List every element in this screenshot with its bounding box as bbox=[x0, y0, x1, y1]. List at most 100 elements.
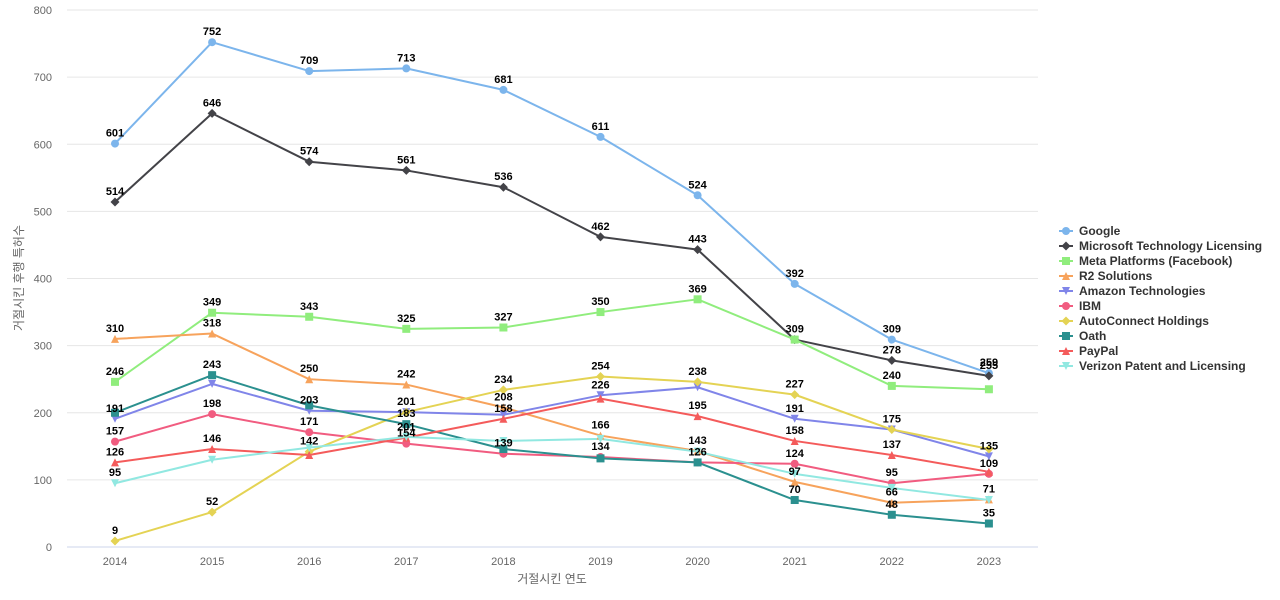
data-label: 142 bbox=[300, 436, 318, 448]
data-point-verizon-patent-and-licensing bbox=[111, 479, 119, 488]
data-point-amazon-technologies bbox=[693, 383, 702, 392]
data-point-oath bbox=[693, 458, 702, 467]
data-point-verizon-patent-and-licensing bbox=[596, 434, 605, 443]
data-label: 227 bbox=[786, 379, 804, 391]
data-label: 134 bbox=[591, 441, 610, 453]
legend-item-oath[interactable]: Oath bbox=[1059, 329, 1106, 343]
data-point-paypal bbox=[499, 414, 508, 423]
data-point-meta-platforms-facebook bbox=[305, 312, 314, 321]
data-label: 195 bbox=[688, 400, 706, 412]
data-point-microsoft-technology-licensing bbox=[984, 371, 994, 381]
data-label: 183 bbox=[397, 408, 415, 420]
data-label: 126 bbox=[688, 446, 706, 458]
legend-marker bbox=[1062, 227, 1070, 235]
legend-label: PayPal bbox=[1079, 344, 1118, 358]
legend-marker bbox=[1061, 316, 1071, 326]
data-point-verizon-patent-and-licensing bbox=[693, 447, 702, 456]
legend-item-autoconnect-holdings[interactable]: AutoConnect Holdings bbox=[1059, 314, 1209, 328]
data-point-autoconnect-holdings bbox=[887, 425, 897, 435]
data-label: 254 bbox=[591, 361, 610, 373]
data-label: 349 bbox=[203, 297, 221, 309]
data-point-oath bbox=[984, 519, 993, 528]
data-point-google bbox=[887, 335, 896, 344]
legend-marker bbox=[1062, 287, 1070, 295]
data-label: 109 bbox=[980, 458, 998, 470]
data-label: 752 bbox=[203, 26, 221, 38]
series-line-paypal bbox=[114, 397, 990, 473]
data-point-paypal bbox=[596, 394, 605, 403]
legend-label: Oath bbox=[1079, 329, 1106, 343]
series-markers bbox=[110, 38, 994, 546]
data-label: 191 bbox=[786, 403, 804, 415]
data-label: 234 bbox=[494, 374, 513, 386]
series-line-autoconnect-holdings bbox=[114, 375, 990, 542]
data-label: 70 bbox=[789, 484, 801, 496]
x-tick-label: 2020 bbox=[685, 556, 709, 568]
data-point-paypal bbox=[693, 412, 702, 421]
series-line-oath bbox=[114, 374, 990, 525]
legend-label: AutoConnect Holdings bbox=[1079, 314, 1209, 328]
series-line-verizon-patent-and-licensing bbox=[114, 435, 990, 502]
data-point-meta-platforms-facebook bbox=[208, 308, 217, 317]
data-point-oath bbox=[208, 371, 217, 380]
data-label: 309 bbox=[786, 324, 804, 336]
data-label: 369 bbox=[688, 283, 706, 295]
data-label: 325 bbox=[397, 313, 415, 325]
legend-marker bbox=[1062, 257, 1070, 265]
data-label: 71 bbox=[983, 483, 995, 495]
data-label: 9 bbox=[112, 525, 118, 537]
data-label: 601 bbox=[106, 128, 124, 140]
data-label: 318 bbox=[203, 318, 221, 330]
y-tick-label: 600 bbox=[34, 139, 52, 151]
series-lines bbox=[114, 41, 990, 542]
legend-item-microsoft-technology-licensing[interactable]: Microsoft Technology Licensing bbox=[1059, 239, 1262, 253]
legend-item-paypal[interactable]: PayPal bbox=[1059, 344, 1118, 358]
series-line-google bbox=[114, 41, 990, 375]
x-tick-label: 2018 bbox=[491, 556, 515, 568]
legend-label: R2 Solutions bbox=[1079, 269, 1153, 283]
data-point-oath bbox=[305, 401, 314, 410]
data-point-autoconnect-holdings bbox=[207, 507, 217, 517]
legend-item-amazon-technologies[interactable]: Amazon Technologies bbox=[1059, 284, 1206, 298]
x-tick-label: 2016 bbox=[297, 556, 321, 568]
data-label: 246 bbox=[106, 366, 124, 378]
data-point-verizon-patent-and-licensing bbox=[305, 443, 314, 452]
data-point-r2-solutions bbox=[499, 403, 508, 412]
legend-item-meta-platforms-facebook[interactable]: Meta Platforms (Facebook) bbox=[1059, 254, 1232, 268]
data-label: 524 bbox=[688, 179, 707, 191]
legend-marker bbox=[1062, 332, 1070, 340]
data-point-google bbox=[402, 64, 411, 73]
y-tick-label: 300 bbox=[34, 341, 52, 353]
legend-item-r2-solutions[interactable]: R2 Solutions bbox=[1059, 269, 1153, 283]
data-label: 238 bbox=[688, 366, 706, 378]
data-label: 166 bbox=[591, 420, 609, 432]
data-label: 709 bbox=[300, 55, 318, 67]
data-point-r2-solutions bbox=[887, 498, 896, 507]
data-point-r2-solutions bbox=[790, 477, 799, 486]
legend-item-verizon-patent-and-licensing[interactable]: Verizon Patent and Licensing bbox=[1059, 359, 1246, 373]
data-label: 146 bbox=[203, 433, 221, 445]
data-point-verizon-patent-and-licensing bbox=[402, 432, 411, 441]
data-label: 139 bbox=[494, 438, 512, 450]
data-label: 95 bbox=[886, 467, 898, 479]
data-label: 154 bbox=[397, 428, 416, 440]
x-tick-label: 2021 bbox=[782, 556, 806, 568]
data-point-r2-solutions bbox=[208, 329, 217, 338]
data-label: 392 bbox=[786, 268, 804, 280]
data-point-ibm bbox=[790, 459, 799, 468]
data-label: 95 bbox=[109, 467, 121, 479]
data-label: 713 bbox=[397, 52, 415, 64]
y-tick-label: 400 bbox=[34, 274, 52, 286]
data-point-oath bbox=[499, 444, 508, 453]
data-point-paypal bbox=[111, 458, 119, 467]
data-point-meta-platforms-facebook bbox=[887, 381, 896, 390]
legend-item-google[interactable]: Google bbox=[1059, 224, 1121, 238]
legend-item-ibm[interactable]: IBM bbox=[1059, 299, 1101, 313]
series-line-ibm bbox=[114, 413, 990, 485]
data-point-oath bbox=[887, 510, 896, 519]
data-label: 243 bbox=[203, 359, 221, 371]
legend-marker bbox=[1062, 302, 1070, 310]
data-point-microsoft-technology-licensing bbox=[596, 232, 605, 242]
x-axis-ticks: 2014 2015 2016 2017 2018 2019 2020 2021 2022 2023 bbox=[103, 556, 1001, 568]
data-point-google bbox=[499, 85, 508, 94]
